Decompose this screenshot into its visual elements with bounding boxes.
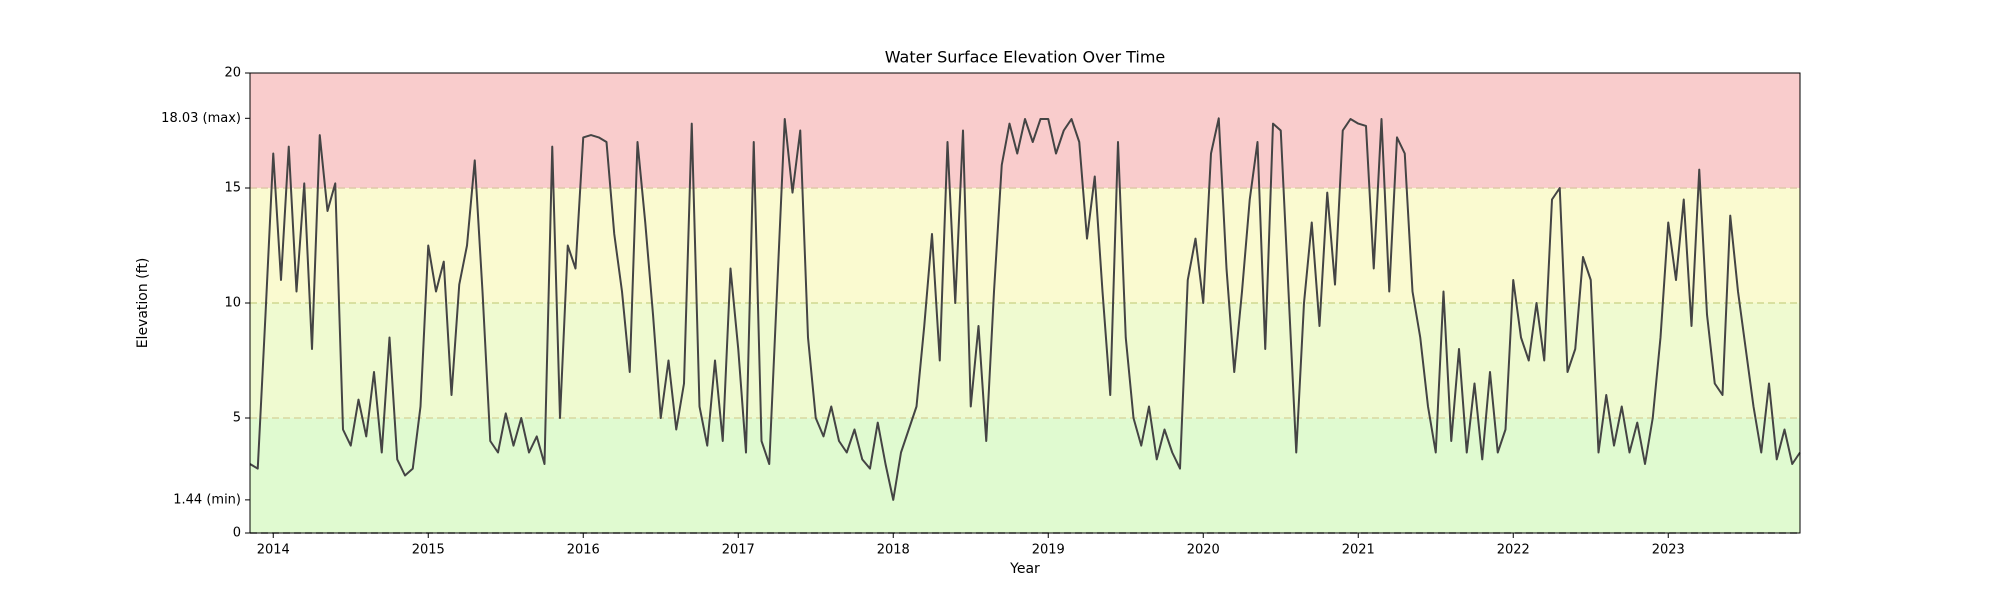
band [250,188,1800,303]
band [250,73,1800,188]
x-tick-label: 2023 [1652,543,1685,558]
data-line [249,117,1801,501]
y-tick-label: 0 [233,526,241,541]
y-tick-label: 1.44 (min) [173,492,241,507]
x-tick-label: 2022 [1497,543,1530,558]
y-tick-label: 18.03 (max) [161,111,241,126]
chart-title: Water Surface Elevation Over Time [885,48,1166,67]
x-tick-label: 2018 [877,543,910,558]
x-axis-label: Year [1009,561,1040,577]
x-tick-label: 2015 [412,543,445,558]
x-tick-label: 2019 [1032,543,1065,558]
x-tick-label: 2016 [567,543,600,558]
x-tick-label: 2014 [257,543,290,558]
y-tick-label: 20 [224,66,241,81]
y-tick-label: 5 [233,411,241,426]
y-tick-label: 15 [224,181,241,196]
y-tick-label: 10 [224,296,241,311]
x-tick-label: 2017 [722,543,755,558]
y-axis-label: Elevation (ft) [135,258,151,349]
x-tick-label: 2021 [1342,543,1375,558]
plot-background [250,73,1800,533]
x-tick-label: 2020 [1187,543,1220,558]
band [250,418,1800,533]
band [250,303,1800,418]
